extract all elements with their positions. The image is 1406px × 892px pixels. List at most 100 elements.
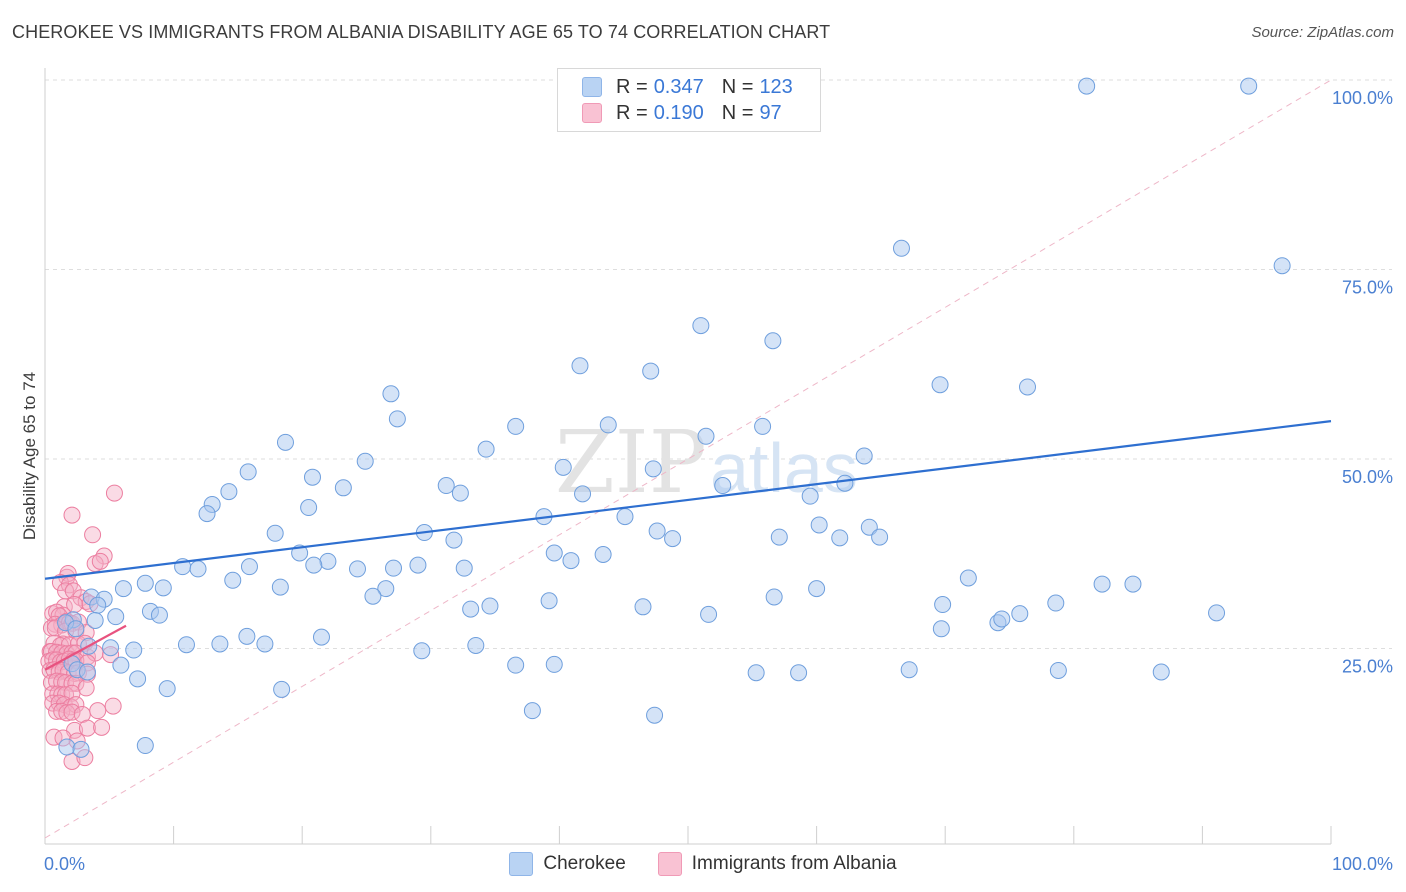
data-point-cherokee: [102, 639, 120, 657]
legend-row-cherokee: R = 0.347 N = 123: [582, 75, 793, 99]
data-point-cherokee: [642, 362, 660, 380]
data-point-cherokee: [664, 530, 682, 548]
data-point-cherokee: [747, 664, 765, 682]
data-point-cherokee: [240, 558, 258, 576]
legend-label-cherokee: Cherokee: [543, 853, 626, 874]
data-point-cherokee: [78, 663, 96, 681]
legend-item-cherokee: Cherokee: [509, 852, 626, 876]
data-point-cherokee: [303, 468, 321, 486]
source-credit: Source: ZipAtlas.com: [1251, 24, 1394, 41]
data-point-cherokee: [790, 664, 808, 682]
data-point-cherokee: [574, 485, 592, 503]
data-point-albania: [44, 685, 62, 703]
data-point-cherokee: [836, 474, 854, 492]
data-point-cherokee: [477, 440, 495, 458]
data-point-cherokee: [455, 559, 473, 577]
x-tick-label-min: 0.0%: [44, 854, 85, 874]
data-point-cherokee: [646, 706, 664, 724]
data-point-albania: [63, 703, 81, 721]
data-point-albania: [45, 728, 63, 746]
data-point-cherokee: [377, 580, 395, 598]
data-point-albania: [78, 719, 96, 737]
data-point-cherokee: [545, 655, 563, 673]
legend-n-value: 97: [759, 101, 782, 124]
data-point-cherokee: [634, 598, 652, 616]
data-point-cherokee: [1093, 575, 1111, 593]
data-point-cherokee: [86, 611, 104, 629]
data-point-cherokee: [382, 385, 400, 403]
data-point-cherokee: [507, 417, 525, 435]
data-point-cherokee: [1208, 604, 1226, 622]
diagonal-reference-line: [44, 79, 1332, 839]
data-point-cherokee: [1152, 663, 1170, 681]
legend-row-albania: R = 0.190 N = 97: [582, 101, 782, 125]
data-point-cherokee: [239, 463, 257, 481]
data-point-albania: [63, 506, 81, 524]
data-point-cherokee: [1273, 257, 1291, 275]
data-point-albania: [84, 526, 102, 544]
reference-line: [44, 79, 1332, 839]
data-point-cherokee: [356, 452, 374, 470]
data-point-cherokee: [334, 479, 352, 497]
data-point-cherokee: [540, 592, 558, 610]
data-point-cherokee: [211, 635, 229, 653]
data-point-albania: [93, 718, 111, 736]
data-point-cherokee: [892, 239, 910, 257]
data-point-cherokee: [437, 477, 455, 495]
data-point-cherokee: [545, 544, 563, 562]
legend-r-value: 0.190: [653, 101, 704, 124]
legend-item-albania: Immigrants from Albania: [657, 852, 897, 876]
data-point-cherokee: [220, 483, 238, 501]
x-tick-label-max: 100.0%: [1332, 854, 1393, 874]
data-point-cherokee: [700, 605, 718, 623]
data-point-cherokee: [319, 552, 337, 570]
data-point-cherokee: [765, 588, 783, 606]
data-point-cherokee: [481, 597, 499, 615]
data-point-cherokee: [58, 738, 76, 756]
data-point-cherokee: [273, 680, 291, 698]
legend-n-label: N =: [721, 101, 754, 124]
data-point-cherokee: [860, 518, 878, 536]
data-point-cherokee: [810, 516, 828, 534]
data-point-cherokee: [256, 635, 274, 653]
data-point-cherokee: [599, 416, 617, 434]
data-point-albania: [77, 679, 95, 697]
data-point-cherokee: [714, 477, 732, 495]
legend-swatch-albania: [657, 852, 682, 876]
data-point-cherokee: [112, 656, 130, 674]
data-point-albania: [91, 552, 109, 570]
data-point-cherokee: [158, 680, 176, 698]
data-point-cherokee: [523, 702, 541, 720]
data-point-cherokee: [801, 487, 819, 505]
legend-swatch-cherokee: [582, 77, 602, 97]
data-point-cherokee: [932, 620, 950, 638]
y-tick-label: 75.0%: [1342, 278, 1393, 298]
data-point-cherokee: [959, 569, 977, 587]
legend-n-label: N =: [721, 75, 754, 98]
data-point-cherokee: [409, 556, 427, 574]
data-point-cherokee: [238, 627, 256, 645]
data-point-cherokee: [1047, 594, 1065, 612]
data-point-cherokee: [993, 610, 1011, 628]
data-point-cherokee: [72, 740, 90, 758]
legend-r-label: R =: [616, 75, 648, 98]
data-point-cherokee: [562, 552, 580, 570]
data-point-cherokee: [266, 524, 284, 542]
data-point-cherokee: [129, 670, 147, 688]
data-point-cherokee: [445, 531, 463, 549]
data-point-cherokee: [125, 641, 143, 659]
data-point-cherokee: [855, 447, 873, 465]
data-point-cherokee: [1078, 77, 1096, 95]
data-point-cherokee: [507, 656, 525, 674]
data-point-albania: [89, 702, 107, 720]
data-point-albania: [105, 484, 123, 502]
data-point-cherokee: [364, 587, 382, 605]
trend-lines: [44, 420, 1332, 671]
data-point-cherokee: [67, 620, 85, 638]
tick-labels: 25.0% 50.0% 75.0% 100.0% 0.0% 100.0%: [44, 88, 1393, 874]
y-tick-label: 25.0%: [1342, 657, 1393, 677]
data-point-cherokee: [276, 433, 294, 451]
legend-swatch-cherokee: [509, 852, 534, 876]
axes: [44, 68, 1332, 845]
